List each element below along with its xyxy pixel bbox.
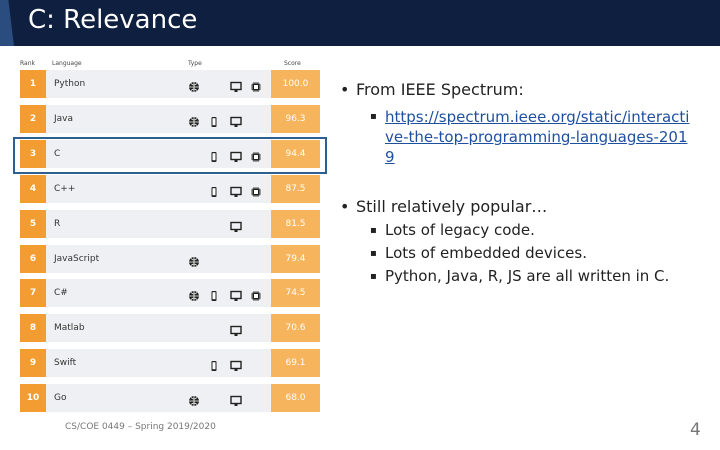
score-cell: 79.4	[271, 244, 320, 273]
language-cell: Java	[46, 104, 271, 133]
type-icon	[188, 113, 200, 127]
type-icon	[230, 78, 242, 92]
language-cell: C#	[46, 279, 271, 308]
rank-cell: 7	[20, 279, 46, 308]
column-header: Rank	[20, 60, 35, 67]
bullet-text: Still relatively popular…	[356, 197, 548, 216]
type-icon	[188, 78, 200, 92]
bullet-text: From IEEE Spectrum:	[356, 80, 524, 99]
type-icon	[250, 183, 262, 197]
sub-bullet-marker: ▪	[370, 225, 377, 236]
type-icon	[230, 183, 242, 197]
rank-cell: 10	[20, 384, 46, 413]
title-bar	[0, 0, 720, 46]
rank-cell: 5	[20, 209, 46, 238]
score-cell: 100.0	[271, 70, 320, 98]
table-row: 4 C++ 87.5	[20, 174, 320, 203]
column-header: Score	[284, 60, 301, 67]
type-icon	[208, 183, 220, 197]
score-cell: 81.5	[271, 209, 320, 238]
language-cell: C	[46, 139, 271, 168]
type-icon	[208, 148, 220, 162]
score-cell: 68.0	[271, 384, 320, 413]
rank-cell: 2	[20, 104, 46, 133]
type-icon	[208, 287, 220, 302]
sub-bullet-marker: ▪	[370, 271, 377, 282]
type-icon	[188, 253, 200, 267]
score-cell: 69.1	[271, 349, 320, 378]
type-icon	[230, 218, 242, 232]
type-icon	[230, 322, 242, 337]
type-icon	[188, 287, 200, 302]
rank-cell: 8	[20, 314, 46, 343]
sub-bullet-text: Lots of legacy code.	[385, 221, 535, 239]
type-icon	[230, 357, 242, 372]
language-cell: Matlab	[46, 314, 271, 343]
link[interactable]: https://spectrum.ieee.org/static/interac…	[385, 108, 690, 166]
table-row: 10 Go 68.0	[20, 384, 320, 413]
language-cell: Python	[46, 70, 271, 98]
type-icon	[250, 78, 262, 92]
page-number: 4	[690, 420, 701, 440]
table-row: 1 Python 100.0	[20, 70, 320, 98]
type-icon	[208, 113, 220, 127]
score-cell: 94.4	[271, 139, 320, 168]
score-cell: 87.5	[271, 174, 320, 203]
highlight-box	[13, 137, 327, 174]
sub-bullet-text: Lots of embedded devices.	[385, 244, 587, 262]
type-icon	[230, 148, 242, 162]
column-header: Language	[52, 60, 82, 67]
language-cell: Swift	[46, 349, 271, 378]
sub-bullet-marker: ▪	[370, 111, 377, 122]
score-cell: 70.6	[271, 314, 320, 343]
score-cell: 96.3	[271, 104, 320, 133]
sub-bullet-marker: ▪	[370, 248, 377, 259]
rank-cell: 6	[20, 244, 46, 273]
type-icon	[250, 287, 262, 302]
table-row: 3 C 94.4	[20, 139, 320, 168]
type-icon	[230, 392, 242, 407]
type-icon	[230, 287, 242, 302]
type-icon	[250, 148, 262, 162]
rank-cell: 9	[20, 349, 46, 378]
slide-title: C: Relevance	[28, 5, 198, 35]
bullet-dot: •	[340, 80, 350, 99]
rank-cell: 4	[20, 174, 46, 203]
language-cell: JavaScript	[46, 244, 271, 273]
table-row: 2 Java 96.3	[20, 104, 320, 133]
rank-cell: 3	[20, 139, 46, 168]
language-cell: R	[46, 209, 271, 238]
bullet-dot: •	[340, 197, 350, 216]
language-cell: Go	[46, 384, 271, 413]
table-row: 9 Swift 69.1	[20, 349, 320, 378]
score-cell: 74.5	[271, 279, 320, 308]
table-row: 7 C# 74.5	[20, 279, 320, 308]
footer-course: CS/COE 0449 – Spring 2019/2020	[65, 422, 216, 432]
language-cell: C++	[46, 174, 271, 203]
table-row: 8 Matlab 70.6	[20, 314, 320, 343]
rank-cell: 1	[20, 70, 46, 98]
table-row: 5 R 81.5	[20, 209, 320, 238]
type-icon	[208, 357, 220, 372]
sub-bullet-text: Python, Java, R, JS are all written in C…	[385, 267, 670, 285]
column-header: Type	[188, 60, 202, 67]
type-icon	[188, 392, 200, 407]
table-row: 6 JavaScript 79.4	[20, 244, 320, 273]
type-icon	[230, 113, 242, 127]
